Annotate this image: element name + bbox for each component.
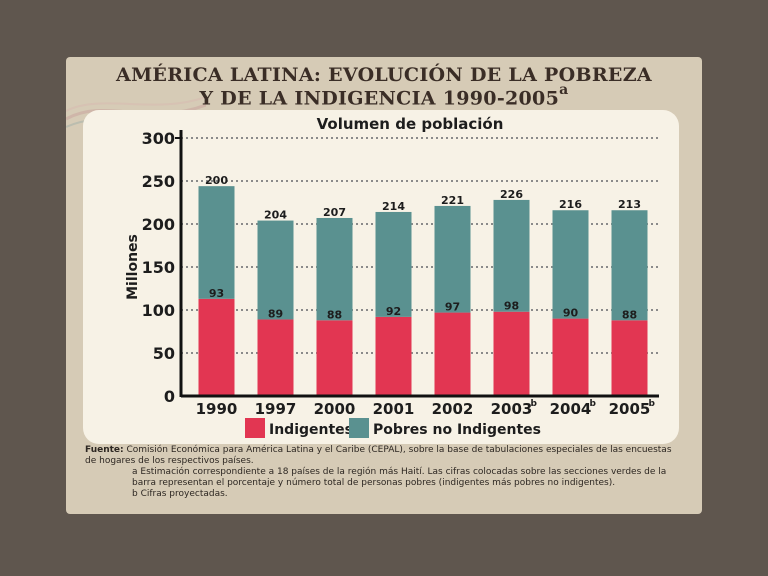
data-label-total-2002: 221 [441,194,464,207]
bar-pobres-1997 [257,220,294,320]
x-tick-label-1997: 1997 [255,400,297,418]
source-label: Fuente: [85,445,124,455]
x-tick-label-2005: 2005 [609,400,651,418]
x-tick-label-2002: 2002 [432,400,474,418]
y-tick-label-300: 300 [142,129,175,148]
slide: AMÉRICA LATINA: EVOLUCIÓN DE LA POBREZA … [66,57,702,514]
y-tick-label-50: 50 [153,344,175,363]
data-label-total-2003: 226 [500,188,523,201]
x-tick-label-2001: 2001 [373,400,415,418]
y-tick-label-200: 200 [142,215,175,234]
note-b: b Cifras proyectadas. [132,489,228,499]
footnote: Fuente: Comisión Económica para América … [85,445,685,500]
y-tick-label-100: 100 [142,301,175,320]
y-tick-label-150: 150 [142,258,175,277]
page-title-line2: Y DE LA INDIGENCIA 1990-2005a [66,82,702,110]
x-tick-superscript-2003: b [531,399,538,409]
data-label-indigentes-2000: 88 [327,308,342,321]
title-superscript: a [559,82,569,98]
data-label-indigentes-2003: 98 [504,300,519,313]
data-label-indigentes-2002: 97 [445,301,460,314]
title-line2-text: Y DE LA INDIGENCIA 1990-2005 [199,87,560,110]
bar-indigentes-2003 [493,311,530,396]
legend-swatch-indigentes [245,418,265,438]
x-tick-superscript-2005: b [649,399,656,409]
source-note: Fuente: Comisión Económica para América … [85,445,685,467]
chart-title: Volumen de población [317,115,504,133]
data-label-indigentes-2001: 92 [386,305,401,318]
bar-pobres-2003 [493,199,530,312]
x-tick-superscript-2004: b [590,399,597,409]
bar-indigentes-2004 [552,318,589,396]
bar-indigentes-1990 [198,298,235,396]
data-label-total-1990: 200 [205,174,228,187]
x-tick-label-1990: 1990 [196,400,238,418]
chart-panel: Volumen de población 0 50 100 150 200 250 300 Mi… [83,110,679,444]
bar-indigentes-2002 [434,312,471,396]
x-tick-label-2003: 2003 [491,400,533,418]
bar-pobres-2000 [316,217,353,321]
bar-indigentes-2001 [375,316,412,396]
legend-label-indigentes: Indigentes [269,422,353,438]
x-tick-label-2004: 2004 [550,400,592,418]
y-axis-label: Millones [125,234,141,300]
data-label-total-2004: 216 [559,198,582,211]
data-label-total-2000: 207 [323,206,346,219]
bar-pobres-2005 [611,210,648,321]
data-label-indigentes-1990: 93 [209,287,224,300]
bar-indigentes-2005 [611,320,648,396]
bar-pobres-1990 [198,186,235,299]
source-text: Comisión Económica para América Latina y… [85,445,672,466]
legend-label-pobres: Pobres no Indigentes [373,422,541,438]
y-tick-label-0: 0 [164,387,175,406]
x-tick-label-2000: 2000 [314,400,356,418]
y-tick-label-250: 250 [142,172,175,191]
page-title-line1: AMÉRICA LATINA: EVOLUCIÓN DE LA POBREZA [116,64,652,86]
data-label-indigentes-2004: 90 [563,307,579,320]
stacked-bar-chart: Volumen de población 0 50 100 150 200 250 300 Mi… [125,115,659,438]
data-label-total-2005: 213 [618,198,641,211]
note-a: a Estimación correspondiente a 18 países… [132,467,667,488]
data-label-indigentes-2005: 88 [622,308,637,321]
bar-pobres-2001 [375,211,412,317]
bar-indigentes-1997 [257,319,294,396]
bar-pobres-2002 [434,205,471,313]
legend-swatch-pobres [349,418,369,438]
data-label-total-2001: 214 [382,200,405,213]
bar-indigentes-2000 [316,320,353,396]
bar-pobres-2004 [552,210,589,319]
data-label-indigentes-1997: 89 [268,307,283,320]
data-label-total-1997: 204 [264,209,287,222]
